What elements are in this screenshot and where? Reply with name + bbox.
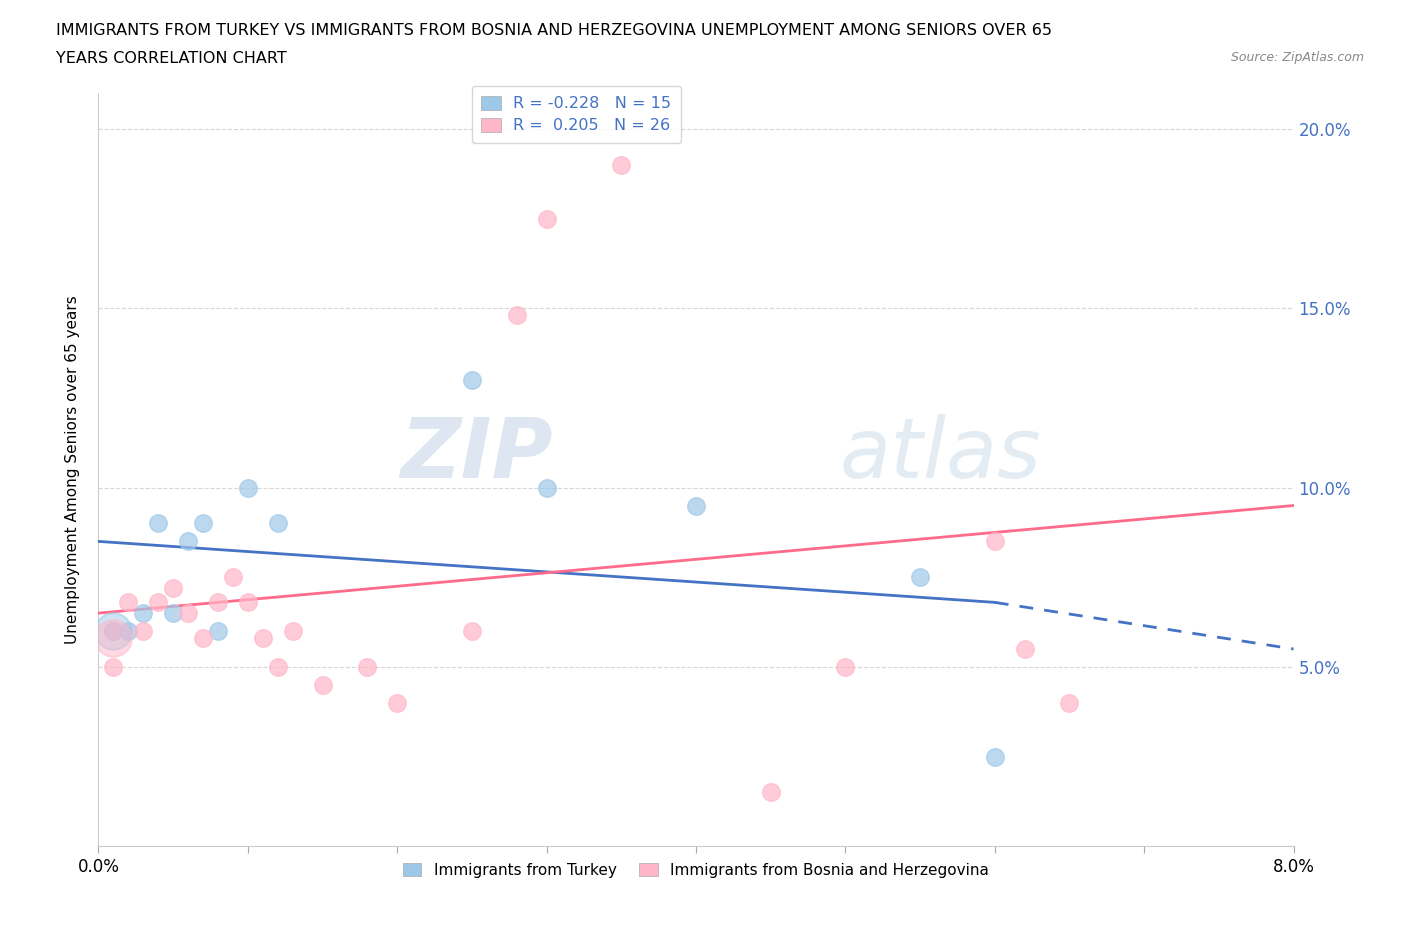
Text: Source: ZipAtlas.com: Source: ZipAtlas.com	[1230, 51, 1364, 64]
Point	[191, 631, 214, 645]
Point	[311, 677, 333, 692]
Point	[685, 498, 707, 513]
Point	[461, 624, 484, 639]
Point	[148, 595, 170, 610]
Legend: Immigrants from Turkey, Immigrants from Bosnia and Herzegovina: Immigrants from Turkey, Immigrants from …	[396, 857, 995, 884]
Point	[267, 659, 290, 674]
Point	[222, 570, 245, 585]
Text: YEARS CORRELATION CHART: YEARS CORRELATION CHART	[56, 51, 287, 66]
Point	[984, 534, 1007, 549]
Point	[207, 595, 229, 610]
Point	[908, 570, 931, 585]
Point	[252, 631, 274, 645]
Text: ZIP: ZIP	[399, 414, 553, 495]
Point	[236, 480, 259, 495]
Point	[117, 595, 139, 610]
Point	[536, 211, 558, 226]
Point	[1059, 696, 1081, 711]
Point	[117, 624, 139, 639]
Point	[103, 631, 125, 645]
Point	[236, 595, 259, 610]
Point	[177, 534, 200, 549]
Point	[148, 516, 170, 531]
Point	[177, 605, 200, 620]
Point	[1014, 642, 1036, 657]
Point	[385, 696, 409, 711]
Point	[759, 785, 782, 800]
Y-axis label: Unemployment Among Seniors over 65 years: Unemployment Among Seniors over 65 years	[65, 296, 80, 644]
Point	[834, 659, 856, 674]
Text: IMMIGRANTS FROM TURKEY VS IMMIGRANTS FROM BOSNIA AND HERZEGOVINA UNEMPLOYMENT AM: IMMIGRANTS FROM TURKEY VS IMMIGRANTS FRO…	[56, 23, 1052, 38]
Point	[132, 605, 155, 620]
Point	[356, 659, 378, 674]
Point	[132, 624, 155, 639]
Point	[984, 750, 1007, 764]
Text: atlas: atlas	[839, 414, 1040, 495]
Point	[267, 516, 290, 531]
Point	[461, 373, 484, 388]
Point	[610, 157, 633, 172]
Point	[506, 308, 529, 323]
Point	[281, 624, 304, 639]
Point	[103, 624, 125, 639]
Point	[103, 659, 125, 674]
Point	[162, 580, 184, 595]
Point	[207, 624, 229, 639]
Point	[191, 516, 214, 531]
Point	[103, 624, 125, 639]
Point	[103, 624, 125, 639]
Point	[162, 605, 184, 620]
Point	[536, 480, 558, 495]
